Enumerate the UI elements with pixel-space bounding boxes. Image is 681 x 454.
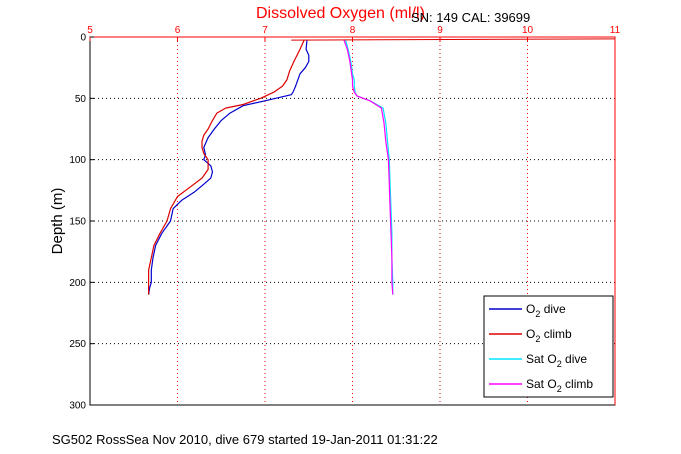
series-line-sat-o2-dive [344, 39, 394, 295]
x-tick-label: 7 [262, 25, 268, 36]
series-line-o2-dive [148, 39, 310, 295]
y-tick-label: 250 [69, 339, 86, 350]
grid-lines [90, 37, 615, 405]
surface-spike-line [291, 38, 616, 41]
legend: O2 dive O2 climb Sat O2 dive Sat O2 climb [483, 295, 614, 398]
legend-entry: O2 dive [489, 302, 566, 319]
legend-label: Sat O2 dive [526, 352, 587, 369]
y-tick-label: 0 [80, 33, 86, 44]
y-axis-label: Depth (m) [49, 188, 66, 255]
x-tick-label: 5 [87, 25, 93, 36]
footer-caption: SG502 RossSea Nov 2010, dive 679 started… [52, 432, 438, 447]
x-axis-ticks: 5 6 7 8 9 10 11 [87, 25, 621, 41]
y-axis-ticks: 0 50 100 150 200 250 300 [69, 33, 94, 412]
chart-subtitle: SN: 149 CAL: 39699 [411, 10, 530, 25]
x-tick-label: 11 [610, 25, 621, 36]
x-tick-label: 8 [350, 25, 356, 36]
x-tick-label: 10 [522, 25, 534, 36]
legend-entry: Sat O2 dive [489, 352, 587, 369]
legend-label: Sat O2 climb [526, 377, 593, 394]
legend-entry: O2 climb [489, 327, 572, 344]
y-tick-label: 200 [69, 278, 86, 289]
chart-title: Dissolved Oxygen (ml/l) [256, 5, 425, 22]
y-tick-label: 50 [75, 94, 87, 105]
series-line-o2-climb [148, 39, 305, 295]
series-lines [148, 38, 616, 295]
y-tick-label: 300 [69, 401, 86, 412]
x-tick-label: 6 [175, 25, 181, 36]
legend-entry: Sat O2 climb [489, 377, 593, 394]
y-tick-label: 150 [69, 217, 86, 228]
y-tick-label: 100 [69, 155, 86, 166]
legend-label: O2 climb [526, 327, 572, 344]
series-line-sat-o2-climb [343, 39, 394, 295]
x-tick-label: 9 [437, 25, 443, 36]
legend-box [483, 295, 614, 398]
legend-label: O2 dive [526, 302, 566, 319]
